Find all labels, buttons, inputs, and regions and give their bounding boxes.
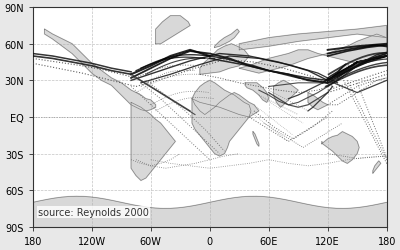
Polygon shape — [156, 17, 190, 44]
Polygon shape — [131, 103, 175, 181]
Polygon shape — [245, 84, 269, 103]
Polygon shape — [253, 132, 259, 147]
Polygon shape — [33, 196, 387, 227]
Polygon shape — [45, 30, 156, 112]
Polygon shape — [215, 30, 239, 48]
Polygon shape — [338, 64, 349, 80]
Polygon shape — [274, 81, 298, 108]
Polygon shape — [322, 132, 359, 164]
Text: source: Reynolds 2000: source: Reynolds 2000 — [38, 207, 149, 217]
Polygon shape — [192, 81, 251, 156]
Polygon shape — [373, 161, 381, 173]
Polygon shape — [200, 44, 249, 75]
Polygon shape — [239, 26, 387, 51]
Polygon shape — [192, 93, 259, 118]
Polygon shape — [239, 35, 387, 74]
Polygon shape — [308, 93, 328, 110]
